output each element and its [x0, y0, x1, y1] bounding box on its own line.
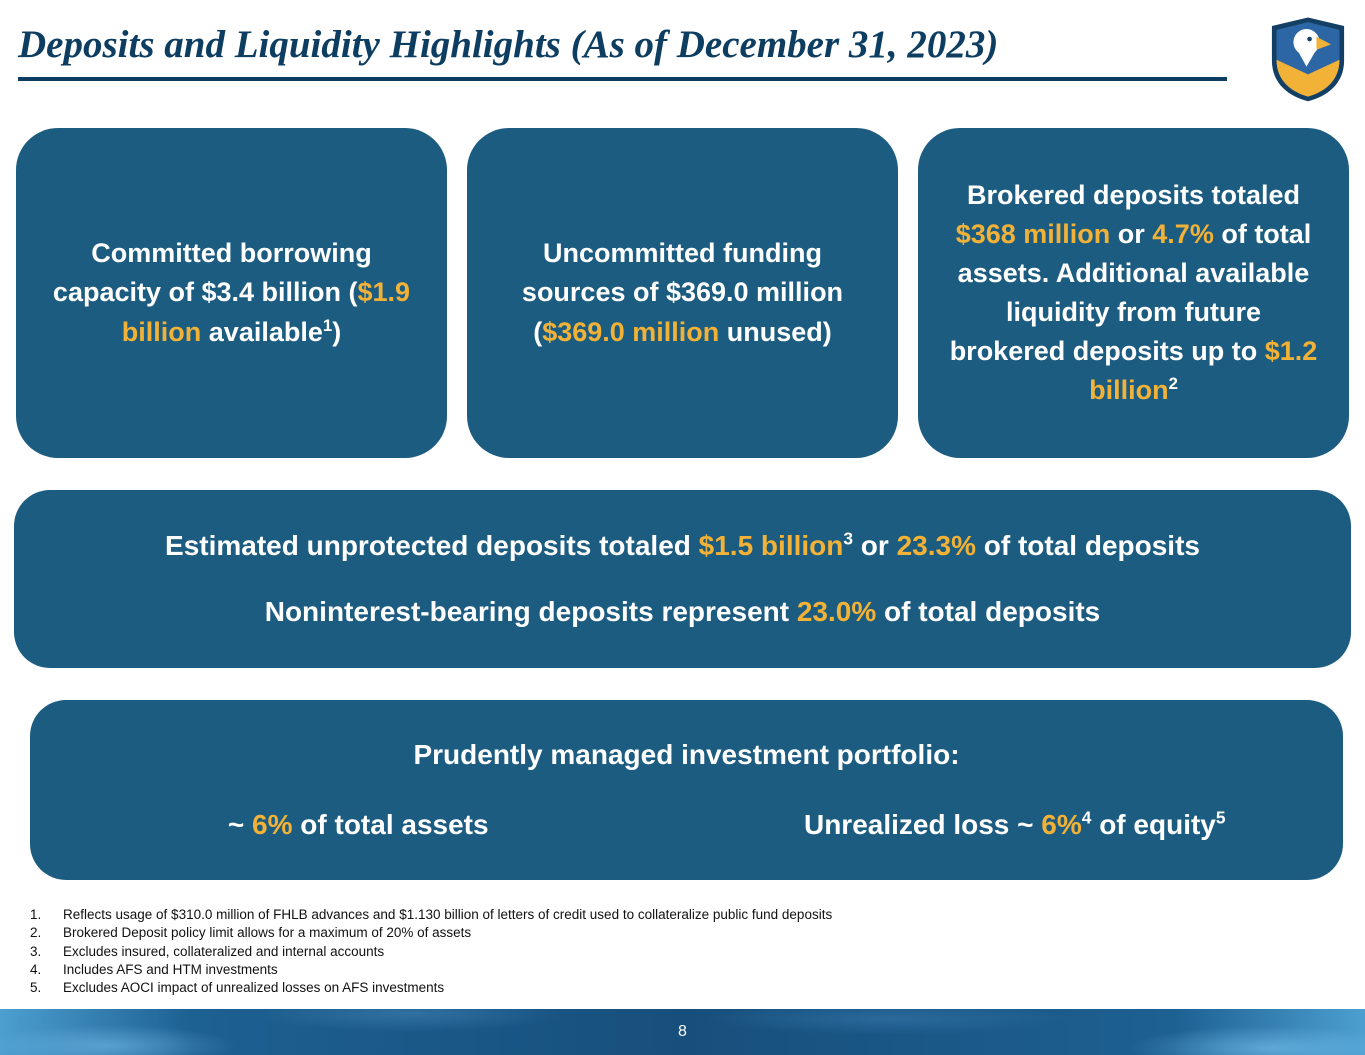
title-underline: Deposits and Liquidity Highlights (As of… [18, 22, 1227, 81]
band-unprotected-deposits: Estimated unprotected deposits totaled $… [14, 490, 1351, 668]
footnote-ref-1: 1 [322, 315, 333, 335]
page-number: 8 [678, 1023, 687, 1040]
slide-footer: 8 [0, 1009, 1365, 1055]
card-brokered-text: Brokered deposits totaled $368 million o… [949, 179, 1318, 406]
deposits-line-1: Estimated unprotected deposits totaled $… [165, 528, 1200, 561]
card-committed-text: Committed borrowing capacity of $3.4 bil… [52, 238, 411, 347]
eagle-shield-logo [1269, 16, 1347, 102]
slide-header: Deposits and Liquidity Highlights (As of… [0, 0, 1365, 102]
footnote-ref-5: 5 [1215, 807, 1226, 828]
footnote-item: 1. Reflects usage of $310.0 million of FH… [30, 907, 833, 922]
footnote-list: 1. Reflects usage of $310.0 million of FH… [30, 906, 1365, 998]
portfolio-stats-row: ~ 6% of total assets Unrealized loss ~ 6… [30, 809, 1343, 841]
portfolio-total-assets: ~ 6% of total assets [227, 809, 489, 840]
footnote-ref-2: 2 [1168, 374, 1178, 394]
footnote-item: 2. Brokered Deposit policy limit allows f… [30, 925, 472, 941]
footnote-item: 4. Includes AFS and HTM investments [30, 962, 278, 978]
card-uncommitted-funding: Uncommitted funding sources of $369.0 mi… [467, 128, 898, 458]
eagle-shield-icon [1271, 17, 1345, 102]
highlight-cards-row: Committed borrowing capacity of $3.4 bil… [0, 102, 1365, 458]
portfolio-unrealized-loss: Unrealized loss ~ 6%4 of equity5 [803, 807, 1226, 840]
footnote-ref-4: 4 [1081, 807, 1092, 828]
deposits-line-2: Noninterest-bearing deposits represent 2… [264, 596, 1101, 627]
footnote-ref-3: 3 [843, 528, 854, 549]
portfolio-heading: Prudently managed investment portfolio: [413, 739, 960, 770]
footnote-item: 5. Excludes AOCI impact of unrealized los… [30, 980, 445, 996]
card-committed-borrowing: Committed borrowing capacity of $3.4 bil… [16, 128, 447, 458]
card-uncommitted-text: Uncommitted funding sources of $369.0 mi… [521, 238, 844, 347]
page-title: Deposits and Liquidity Highlights (As of… [18, 23, 999, 66]
band-investment-portfolio: Prudently managed investment portfolio: … [30, 700, 1343, 880]
card-brokered-deposits: Brokered deposits totaled $368 million o… [918, 128, 1349, 458]
footnote-item: 3. Excludes insured, collateralized and i… [30, 943, 385, 959]
